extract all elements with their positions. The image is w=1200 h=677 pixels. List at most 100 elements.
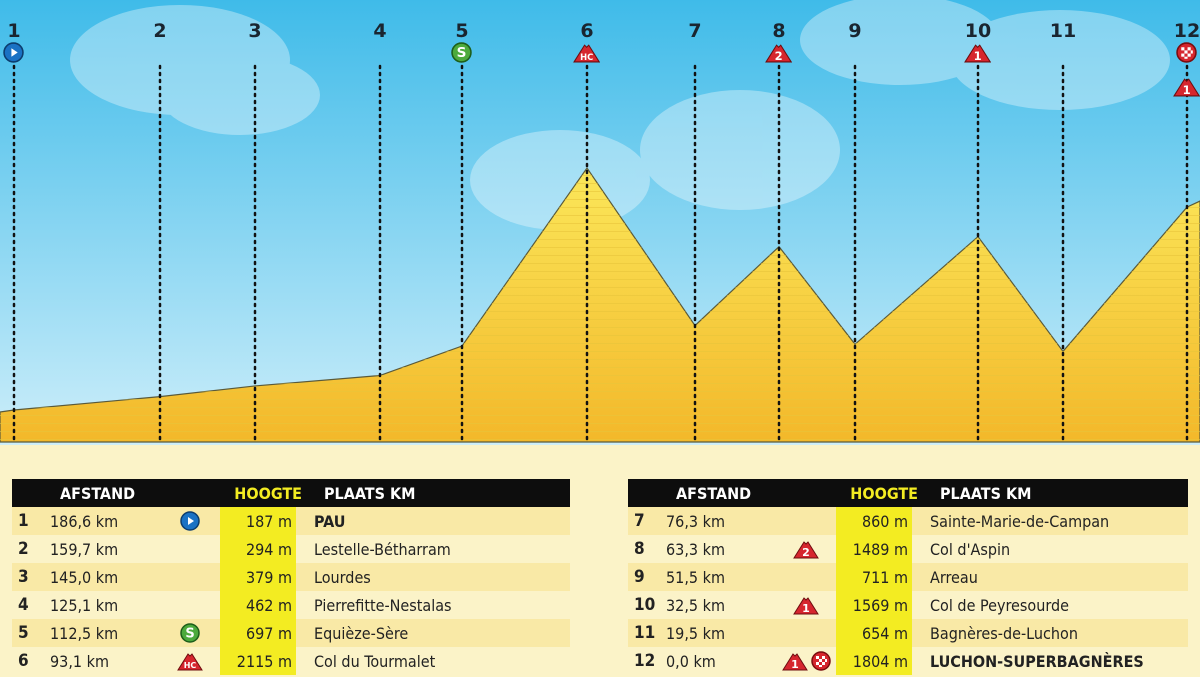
table-header: AFSTAND HOOGTE PLAATS KM: [628, 479, 1188, 507]
waypoint-icon: [1176, 42, 1197, 63]
table-row: 5 112,5 km S 697 m Equièze-Sère: [12, 619, 570, 647]
svg-text:1: 1: [1183, 83, 1191, 97]
finish-flag-icon: [810, 651, 831, 671]
row-number: 8: [634, 539, 645, 559]
row-altitude: 2115 m: [220, 647, 296, 675]
waypoint-icon: 1: [1173, 78, 1200, 97]
row-altitude: 187 m: [220, 507, 296, 535]
row-distance: 145,0 km: [50, 567, 119, 587]
row-distance: 32,5 km: [666, 595, 725, 615]
waypoint-icon: S: [451, 42, 472, 63]
waypoint-marker-10: 10 1: [964, 20, 992, 444]
row-place: Lourdes: [314, 567, 371, 587]
row-place: Pierrefitte-Nestalas: [314, 595, 452, 615]
row-altitude: 1569 m: [836, 591, 912, 619]
climb-category-2-icon: 2: [765, 44, 793, 63]
row-icons: [160, 511, 220, 531]
waypoint-marker-5: 5S: [451, 20, 472, 444]
waypoint-marker-8: 82: [765, 20, 793, 444]
row-place: Bagnères-de-Luchon: [930, 623, 1078, 643]
row-number: 7: [634, 511, 645, 531]
row-distance: 159,7 km: [50, 539, 119, 559]
svg-text:1: 1: [802, 602, 810, 615]
waypoint-number: 3: [248, 20, 261, 42]
waypoint-marker-1: 1: [3, 20, 24, 444]
row-number: 9: [634, 567, 645, 587]
row-number: 6: [18, 651, 29, 671]
row-distance: 186,6 km: [50, 511, 119, 531]
table-row: 4 125,1 km 462 m Pierrefitte-Nestalas: [12, 591, 570, 619]
climb-category-1-icon: 1: [1173, 78, 1200, 97]
row-altitude: 654 m: [836, 619, 912, 647]
sprint-icon: S: [451, 42, 472, 63]
row-number: 3: [18, 567, 29, 587]
waypoint-icon: 2: [765, 44, 793, 63]
row-distance: 51,5 km: [666, 567, 725, 587]
row-altitude: 462 m: [220, 591, 296, 619]
waypoint-marker-7: 7: [688, 20, 702, 444]
table-row: 2 159,7 km 294 m Lestelle-Bétharram: [12, 535, 570, 563]
climb-category-hc-icon: HC: [573, 44, 601, 63]
table-row: 3 145,0 km 379 m Lourdes: [12, 563, 570, 591]
row-icons: HC: [160, 651, 220, 671]
header-altitude: HOOGTE: [234, 483, 302, 503]
row-number: 1: [18, 511, 29, 531]
waypoint-number: 11: [1050, 20, 1076, 42]
waypoint-marker-12: 12 1: [1173, 20, 1200, 444]
climb-category-1-icon: 1: [964, 44, 992, 63]
waypoint-table-left: AFSTAND HOOGTE PLAATS KM 1 186,6 km 187 …: [12, 479, 570, 675]
row-distance: 63,3 km: [666, 539, 725, 559]
table-row: 1 186,6 km 187 m PAU: [12, 507, 570, 535]
row-place: Equièze-Sère: [314, 623, 409, 643]
row-altitude: 860 m: [836, 507, 912, 535]
row-place: Sainte-Marie-de-Campan: [930, 511, 1110, 531]
row-altitude: 1489 m: [836, 535, 912, 563]
header-distance: AFSTAND: [676, 483, 752, 503]
row-altitude: 294 m: [220, 535, 296, 563]
waypoint-marker-9: 9: [848, 20, 862, 444]
row-icons: 2: [776, 539, 836, 559]
row-distance: 93,1 km: [50, 651, 109, 671]
svg-text:1: 1: [791, 658, 799, 671]
clouds: [70, 0, 1170, 230]
svg-text:HC: HC: [580, 52, 593, 62]
row-place: PAU: [314, 511, 346, 531]
header-distance: AFSTAND: [60, 483, 136, 503]
svg-text:2: 2: [802, 546, 810, 559]
row-icons: 1: [776, 595, 836, 615]
row-number: 5: [18, 623, 29, 643]
waypoint-table-right: AFSTAND HOOGTE PLAATS KM 7 76,3 km 860 m…: [628, 479, 1188, 675]
climb-category-2-icon: 2: [793, 541, 819, 559]
row-altitude: 1804 m: [836, 647, 912, 675]
row-distance: 19,5 km: [666, 623, 725, 643]
row-place: Col du Tourmalet: [314, 651, 436, 671]
table-row: 6 93,1 km HC 2115 m Col du Tourmalet: [12, 647, 570, 675]
table-row: 10 32,5 km 1 1569 m Col de Peyresourde: [628, 591, 1188, 619]
row-number: 2: [18, 539, 29, 559]
finish-flag-icon: [1176, 42, 1197, 63]
row-icons: S: [160, 623, 220, 643]
table-row: 12 0,0 km 1 1804 m LUCHON-SUPERBAGNÈRES: [628, 647, 1188, 675]
waypoint-number: 6: [580, 20, 593, 42]
header-place: PLAATS KM: [940, 483, 1032, 503]
svg-text:S: S: [185, 627, 194, 642]
elevation-stripes: [0, 168, 1200, 442]
waypoint-number: 8: [772, 20, 785, 42]
climb-category-1-icon: 1: [781, 653, 808, 671]
svg-text:2: 2: [775, 49, 783, 63]
climb-category-hc-icon: HC: [177, 653, 203, 671]
svg-text:S: S: [457, 45, 467, 61]
waypoint-number: 2: [153, 20, 166, 42]
row-place: LUCHON-SUPERBAGNÈRES: [930, 651, 1144, 671]
waypoint-marker-3: 3: [248, 20, 262, 444]
row-distance: 125,1 km: [50, 595, 119, 615]
waypoint-marker-6: 6 HC: [573, 20, 601, 444]
svg-text:1: 1: [974, 49, 982, 63]
row-place: Col de Peyresourde: [930, 595, 1069, 615]
waypoint-number: 10: [965, 20, 991, 42]
row-number: 4: [18, 595, 29, 615]
row-number: 10: [634, 595, 656, 615]
waypoint-number: 5: [455, 20, 468, 42]
waypoint-number: 12: [1174, 20, 1200, 42]
